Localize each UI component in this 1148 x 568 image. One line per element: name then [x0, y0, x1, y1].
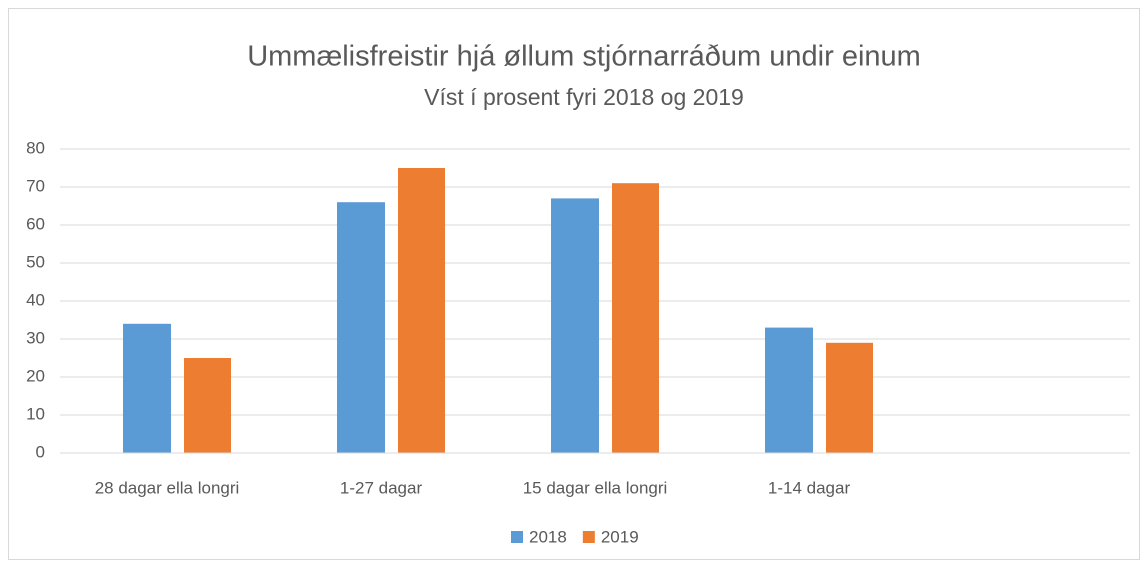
y-tick-label: 10 [26, 404, 45, 423]
y-tick-label: 0 [36, 442, 45, 461]
bar [765, 327, 813, 453]
y-tick-label: 50 [26, 252, 45, 271]
x-tick-label: 15 dagar ella longri [523, 478, 668, 497]
x-tick-label: 1-27 dagar [340, 478, 423, 497]
bar [184, 358, 231, 453]
y-tick-label: 70 [26, 176, 45, 195]
chart-title: Ummælisfreistir hjá øllum stjórnarráðum … [247, 41, 921, 73]
bar [123, 323, 171, 453]
y-tick-label: 30 [26, 328, 45, 347]
y-tick-label: 60 [26, 214, 45, 233]
x-tick-label: 1-14 dagar [768, 478, 851, 497]
x-tick-label: 28 dagar ella longri [95, 478, 240, 497]
bar [826, 342, 873, 453]
bar [337, 202, 385, 453]
bar [551, 198, 599, 453]
y-tick-label: 80 [26, 138, 45, 157]
bar [398, 168, 445, 453]
bar [612, 183, 659, 453]
y-tick-label: 20 [26, 366, 45, 385]
legend-swatch [511, 531, 523, 543]
y-tick-label: 40 [26, 290, 45, 309]
legend-swatch [582, 531, 595, 543]
legend-label: 2019 [601, 527, 639, 546]
legend-label: 2018 [529, 527, 567, 546]
chart-subtitle: Víst í prosent fyri 2018 og 2019 [424, 84, 744, 110]
